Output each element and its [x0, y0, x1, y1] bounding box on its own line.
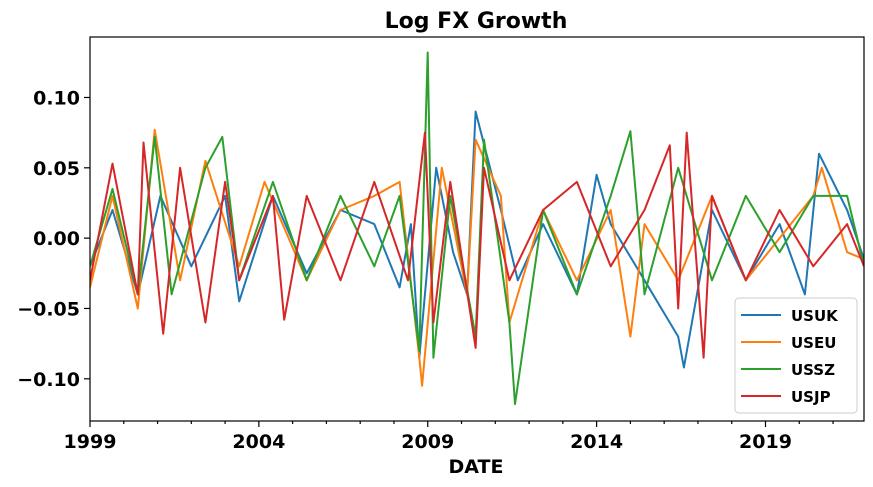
y-tick-label: 0.05 — [33, 158, 80, 180]
y-tick-label: 0.10 — [33, 87, 80, 109]
legend-label-ussz: USSZ — [791, 361, 835, 379]
x-tick-label: 2004 — [232, 431, 285, 453]
legend-label-usuk: USUK — [791, 307, 839, 325]
legend: USUK USEU USSZ USJP — [734, 297, 858, 414]
plot-frame — [89, 36, 865, 422]
y-tick-label: 0.00 — [33, 228, 80, 250]
y-tick-label: −0.05 — [17, 298, 80, 320]
chart-title: Log FX Growth — [385, 9, 568, 34]
axes: 0.10 0.05 0.00 −0.05 −0.10 1999 2004 2009 2014 20… — [17, 87, 834, 453]
legend-label-usjp: USJP — [791, 388, 831, 406]
series-line-usjp — [90, 131, 864, 359]
plot-area — [90, 51, 864, 406]
x-tick-label: 2009 — [401, 431, 454, 453]
x-tick-label: 2019 — [739, 431, 792, 453]
y-tick-label: −0.10 — [17, 369, 80, 391]
series-line-ussz — [90, 51, 864, 406]
legend-label-useu: USEU — [791, 334, 836, 352]
legend-box — [734, 297, 858, 414]
x-tick-label: 1999 — [64, 431, 117, 453]
x-axis-label: DATE — [449, 456, 504, 478]
x-tick-label: 2014 — [570, 431, 623, 453]
